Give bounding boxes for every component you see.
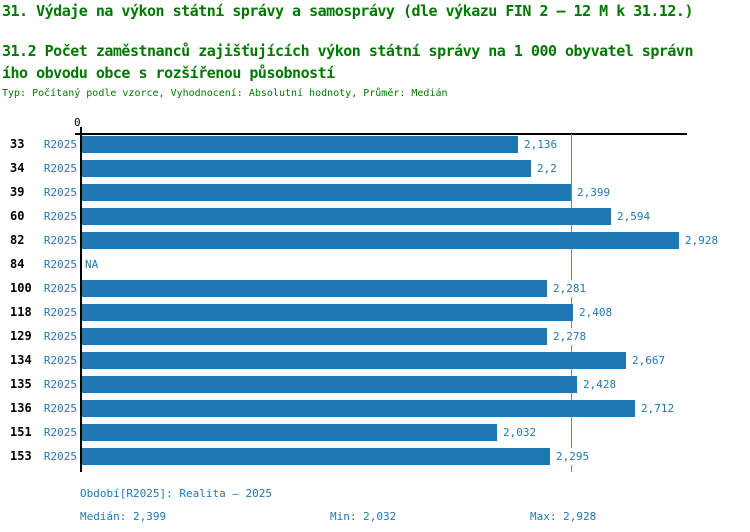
bar-value-label: 2,278: [551, 328, 589, 345]
bar-value-label: 2,428: [581, 376, 619, 393]
chart-row: 153 R2025 2,295: [0, 448, 750, 465]
row-period-label: R2025: [43, 210, 77, 223]
row-code-label: 100: [10, 281, 32, 295]
bar: [82, 376, 577, 393]
row-na-label: NA: [85, 258, 99, 271]
period-label: Období[R2025]: Realita – 2025: [80, 487, 273, 500]
bar: [82, 208, 611, 225]
row-period-label: R2025: [43, 186, 77, 199]
chart-row: 39 R2025 2,399: [0, 184, 750, 201]
chart-row: 84 R2025 NA: [0, 256, 750, 273]
bar-value-label: 2,712: [639, 400, 677, 417]
row-code-label: 39: [10, 185, 25, 199]
row-period-label: R2025: [43, 426, 77, 439]
row-period-label: R2025: [43, 162, 77, 175]
chart-row: 136 R2025 2,712: [0, 400, 750, 417]
bar: [82, 184, 571, 201]
chart-row: 34 R2025 2,2: [0, 160, 750, 177]
bar: [82, 328, 547, 345]
row-period-label: R2025: [43, 450, 77, 463]
median-stat-label: Medián: 2,399: [80, 510, 167, 523]
chart-row: 151 R2025 2,032: [0, 424, 750, 441]
chart-row: 60 R2025 2,594: [0, 208, 750, 225]
row-period-label: R2025: [43, 282, 77, 295]
indicator-subtitle-line1: 31.2 Počet zaměstnanců zajišťujících výk…: [2, 42, 694, 60]
bar-value-label: 2,928: [683, 232, 721, 249]
row-code-label: 34: [10, 161, 25, 175]
x-axis-line: [75, 133, 687, 135]
row-period-label: R2025: [43, 402, 77, 415]
bar-value-label: 2,032: [501, 424, 539, 441]
indicator-meta: Typ: Počítaný podle vzorce, Vyhodnocení:…: [2, 88, 448, 99]
bar: [82, 280, 547, 297]
row-code-label: 60: [10, 209, 25, 223]
row-period-label: R2025: [43, 330, 77, 343]
max-stat-label: Max: 2,928: [530, 510, 597, 523]
row-code-label: 84: [10, 257, 25, 271]
bar-value-label: 2,594: [615, 208, 653, 225]
bar-value-label: 2,295: [554, 448, 592, 465]
row-period-label: R2025: [43, 306, 77, 319]
axis-zero-label: 0: [74, 116, 81, 129]
bar: [82, 304, 573, 321]
bar-value-label: 2,399: [575, 184, 613, 201]
row-period-label: R2025: [43, 378, 77, 391]
bar: [82, 160, 531, 177]
row-code-label: 33: [10, 137, 25, 151]
row-period-label: R2025: [43, 258, 77, 271]
report-title: 31. Výdaje na výkon státní správy a samo…: [2, 2, 694, 20]
row-period-label: R2025: [43, 138, 77, 151]
bar: [82, 448, 550, 465]
indicator-subtitle-line2: ího obvodu obce s rozšířenou působností: [2, 64, 335, 82]
bar-value-label: 2,408: [577, 304, 615, 321]
row-code-label: 134: [10, 353, 32, 367]
bar: [82, 424, 497, 441]
bar-value-label: 2,2: [535, 160, 559, 177]
row-period-label: R2025: [43, 234, 77, 247]
row-code-label: 136: [10, 401, 32, 415]
chart-row: 129 R2025 2,278: [0, 328, 750, 345]
bar-value-label: 2,281: [551, 280, 589, 297]
bar-value-label: 2,136: [522, 136, 560, 153]
bar: [82, 400, 635, 417]
chart-row: 100 R2025 2,281: [0, 280, 750, 297]
chart-row: 134 R2025 2,667: [0, 352, 750, 369]
bar: [82, 232, 679, 249]
chart-row: 135 R2025 2,428: [0, 376, 750, 393]
row-code-label: 129: [10, 329, 32, 343]
row-code-label: 82: [10, 233, 25, 247]
chart-row: 33 R2025 2,136: [0, 136, 750, 153]
row-period-label: R2025: [43, 354, 77, 367]
bar: [82, 136, 518, 153]
bar-value-label: 2,667: [630, 352, 668, 369]
median-line: [571, 134, 572, 472]
bar: [82, 352, 626, 369]
chart-row: 118 R2025 2,408: [0, 304, 750, 321]
min-stat-label: Min: 2,032: [330, 510, 397, 523]
y-axis-line: [80, 127, 82, 472]
row-code-label: 151: [10, 425, 32, 439]
chart-row: 82 R2025 2,928: [0, 232, 750, 249]
row-code-label: 153: [10, 449, 32, 463]
row-code-label: 118: [10, 305, 32, 319]
row-code-label: 135: [10, 377, 32, 391]
